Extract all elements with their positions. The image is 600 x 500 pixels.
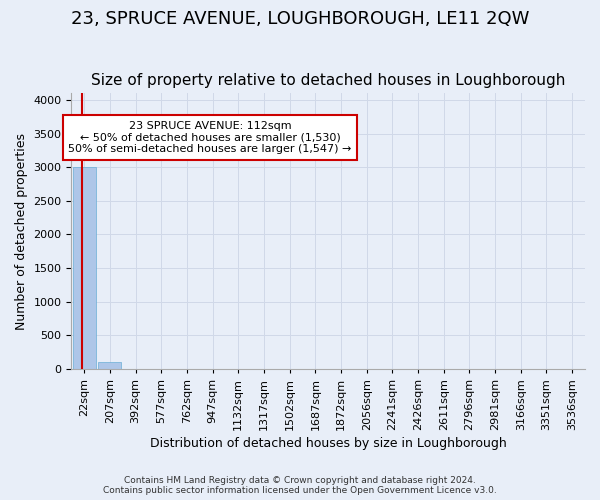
- Title: Size of property relative to detached houses in Loughborough: Size of property relative to detached ho…: [91, 73, 565, 88]
- Y-axis label: Number of detached properties: Number of detached properties: [15, 132, 28, 330]
- Bar: [73, 168, 96, 369]
- Text: 23 SPRUCE AVENUE: 112sqm
← 50% of detached houses are smaller (1,530)
50% of sem: 23 SPRUCE AVENUE: 112sqm ← 50% of detach…: [68, 121, 352, 154]
- X-axis label: Distribution of detached houses by size in Loughborough: Distribution of detached houses by size …: [150, 437, 506, 450]
- Bar: [98, 362, 121, 369]
- Text: Contains HM Land Registry data © Crown copyright and database right 2024.
Contai: Contains HM Land Registry data © Crown c…: [103, 476, 497, 495]
- Text: 23, SPRUCE AVENUE, LOUGHBOROUGH, LE11 2QW: 23, SPRUCE AVENUE, LOUGHBOROUGH, LE11 2Q…: [71, 10, 529, 28]
